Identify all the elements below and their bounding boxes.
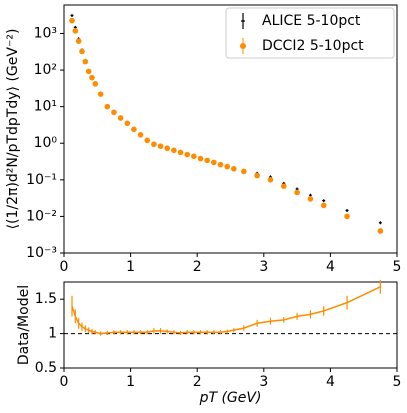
data-point (104, 103, 111, 110)
x-tick-label: 4 (326, 374, 335, 390)
data-point (344, 213, 350, 220)
data-point (322, 199, 326, 203)
data-point (69, 17, 75, 24)
data-point (267, 177, 274, 183)
x-tick-label: 2 (193, 374, 202, 390)
data-point (204, 157, 210, 164)
data-point (177, 149, 184, 156)
x-tick-label: 0 (60, 374, 69, 390)
x-tick-label: 2 (193, 259, 202, 275)
data-point (320, 202, 327, 209)
data-point (280, 183, 287, 189)
data-point (124, 120, 131, 127)
data-point (241, 168, 247, 175)
data-point (217, 161, 224, 168)
y-tick-label: 0.5 (35, 360, 57, 376)
x-tick-label: 5 (393, 259, 402, 275)
x-tick-label: 3 (259, 259, 268, 275)
data-point (97, 91, 104, 97)
data-point (75, 38, 82, 44)
x-tick-label: 1 (126, 259, 135, 275)
data-point (137, 132, 144, 138)
bottom-frame (63, 281, 398, 369)
data-point (151, 141, 157, 148)
y-tick-label: 10⁻³ (26, 245, 57, 261)
y-tick-label: 10¹ (34, 99, 57, 115)
data-point (70, 13, 74, 17)
y-tick-label: 10⁻¹ (26, 172, 57, 188)
data-point (307, 196, 314, 202)
y-axis-label: ⟨(1/2π)d²N/pTdpTdy⟩ (GeV⁻²) (5, 29, 21, 230)
y-tick-label: 10² (34, 62, 57, 78)
data-point (211, 159, 217, 166)
legend-label: DCCI2 5-10pct (262, 38, 364, 54)
data-point (117, 115, 124, 121)
data-point (72, 28, 79, 34)
ratio-line (71, 286, 381, 335)
data-point (85, 68, 92, 75)
data-point (224, 163, 230, 170)
x-tick-label: 1 (126, 374, 135, 390)
data-point (254, 172, 260, 179)
x-tick-label: 4 (326, 259, 335, 275)
data-point (294, 189, 300, 196)
y-tick-label: 10³ (34, 25, 57, 41)
data-point (111, 109, 117, 116)
data-point (231, 166, 237, 172)
data-point (157, 143, 164, 149)
top-frame (63, 4, 398, 254)
data-point (345, 209, 349, 213)
data-point (131, 126, 137, 133)
x-axis-label: pT (GeV) (199, 390, 262, 406)
data-point (171, 147, 177, 154)
y-tick-label: 1.5 (35, 291, 57, 307)
legend-marker (240, 43, 246, 49)
y-tick-label: 1 (48, 326, 57, 342)
data-point (378, 221, 382, 225)
data-point (144, 137, 151, 144)
data-point (164, 145, 171, 152)
data-point (79, 48, 85, 55)
data-point (377, 228, 384, 234)
x-tick-label: 5 (393, 374, 402, 390)
x-tick-label: 3 (259, 374, 268, 390)
data-point (191, 153, 197, 160)
legend-box (225, 7, 395, 59)
y-tick-label: 10⁻² (26, 208, 57, 224)
data-point (184, 151, 191, 158)
x-tick-label: 0 (60, 259, 69, 275)
data-point (92, 81, 99, 87)
y-axis-label: Data/Model (16, 285, 32, 365)
y-tick-label: 10⁰ (34, 135, 58, 151)
data-point (89, 74, 95, 81)
legend-label: ALICE 5-10pct (262, 13, 361, 29)
legend-marker (241, 13, 245, 29)
data-point (82, 58, 89, 65)
data-point (197, 155, 204, 162)
